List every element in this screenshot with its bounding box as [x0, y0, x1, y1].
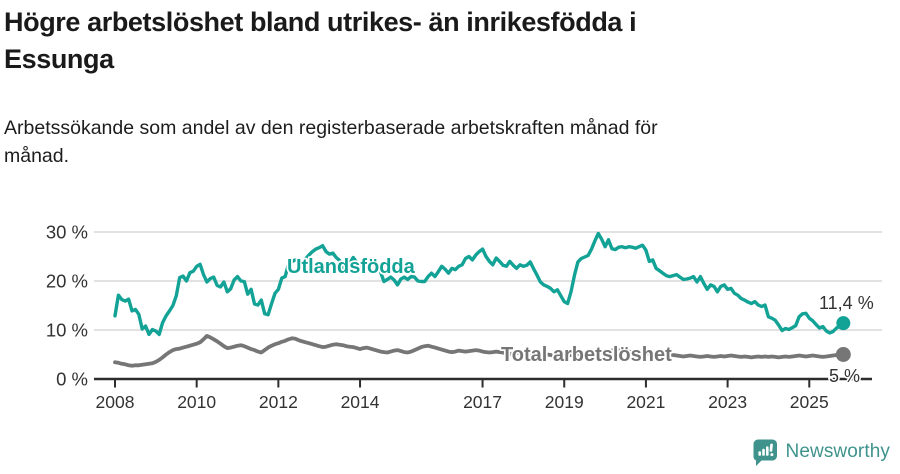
- exclamation-stem: [769, 443, 773, 452]
- chart-subtitle-line1: Arbetssökande som andel av den registerb…: [4, 117, 658, 139]
- end-value-label-foreign-born: 11,4 %: [819, 293, 874, 313]
- y-axis-label-0: 0 %: [56, 369, 88, 390]
- y-axis-label-10: 10 %: [46, 320, 88, 341]
- x-axis-label-2014: 2014: [341, 392, 380, 412]
- bar-medium: [761, 448, 765, 456]
- speech-bubble-shape: [753, 439, 777, 466]
- brand-footer: Newsworthy: [752, 436, 890, 468]
- series-label-foreign-born: Utlandsfödda: [287, 256, 416, 278]
- end-value-label-total: 5 %: [829, 366, 860, 386]
- series-line-foreign-born: [113, 231, 845, 337]
- x-axis-label-2010: 2010: [177, 392, 216, 412]
- newsworthy-speech-bubble-chart-icon: [753, 439, 777, 466]
- chart-title-line1: Högre arbetslöshet bland utrikes- än inr…: [4, 7, 637, 37]
- bar-large: [765, 445, 769, 456]
- x-axis-label-2017: 2017: [463, 392, 502, 412]
- x-axis-label-2025: 2025: [790, 392, 829, 412]
- exclamation-dot: [769, 452, 773, 456]
- series-end-dot-total: [835, 347, 851, 362]
- chart-subtitle: Arbetssökande som andel av den registerb…: [4, 114, 864, 170]
- series-label-total: Total arbetslöshet: [501, 344, 672, 366]
- x-axis-label-2023: 2023: [708, 392, 747, 412]
- x-axis-label-2012: 2012: [259, 392, 298, 412]
- chart-title-line2: Essunga: [4, 44, 114, 74]
- chart-title: Högre arbetslöshet bland utrikes- än inr…: [4, 4, 864, 78]
- brand-name: Newsworthy: [785, 441, 890, 462]
- chart-subtitle-line2: månad.: [4, 145, 70, 167]
- x-axis-label-2019: 2019: [545, 392, 584, 412]
- y-axis-label-30: 30 %: [46, 222, 88, 243]
- y-axis-label-20: 20 %: [46, 271, 88, 292]
- x-axis-label-2021: 2021: [626, 392, 665, 412]
- series-end-dot-foreign-born: [836, 316, 851, 331]
- bar-small: [757, 450, 761, 456]
- x-axis-label-2008: 2008: [96, 392, 135, 412]
- series-line-total: [113, 333, 846, 368]
